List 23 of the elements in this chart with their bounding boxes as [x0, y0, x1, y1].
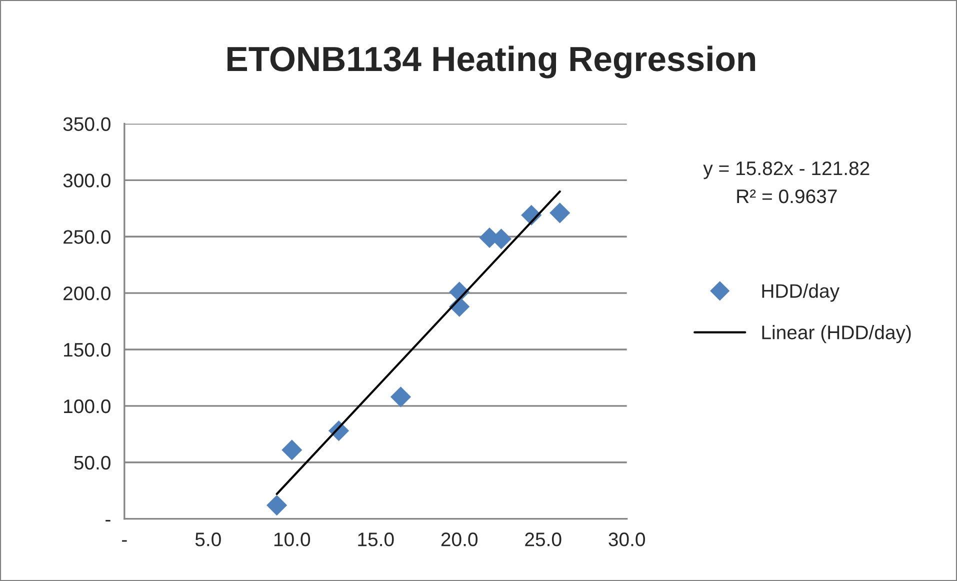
legend-label: Linear (HDD/day)	[762, 325, 911, 344]
point	[550, 202, 570, 224]
x-tick-label: 25.0	[525, 532, 562, 546]
point	[390, 386, 412, 408]
y-tick-label: 300.0	[63, 174, 110, 188]
y-tick-label: 250.0	[64, 230, 110, 244]
text: R² = 0.9637	[737, 189, 837, 204]
point	[282, 440, 302, 460]
text: y = 15.82x - 121.82	[703, 161, 870, 180]
point	[266, 494, 288, 516]
x-tick-label: 30.0	[608, 532, 645, 546]
x-tick-label: 10.0	[274, 532, 310, 546]
x-tick-label: 5.0	[195, 532, 221, 546]
x-tick-label: 20.0	[441, 532, 478, 546]
y-tick-label: 350.0	[63, 117, 110, 131]
y-tick-label: 200.0	[64, 286, 110, 300]
y-tick-label: 100.0	[64, 399, 110, 414]
chart-title: ETONB1134 Heating Regression	[228, 46, 756, 78]
legend-label: HDD/day	[762, 284, 840, 302]
y-tick-label: 50.0	[74, 456, 110, 470]
y-tick-label: 150.0	[64, 342, 110, 357]
x-tick-label: 15.0	[358, 532, 394, 546]
y-tick-label: -	[106, 520, 110, 522]
